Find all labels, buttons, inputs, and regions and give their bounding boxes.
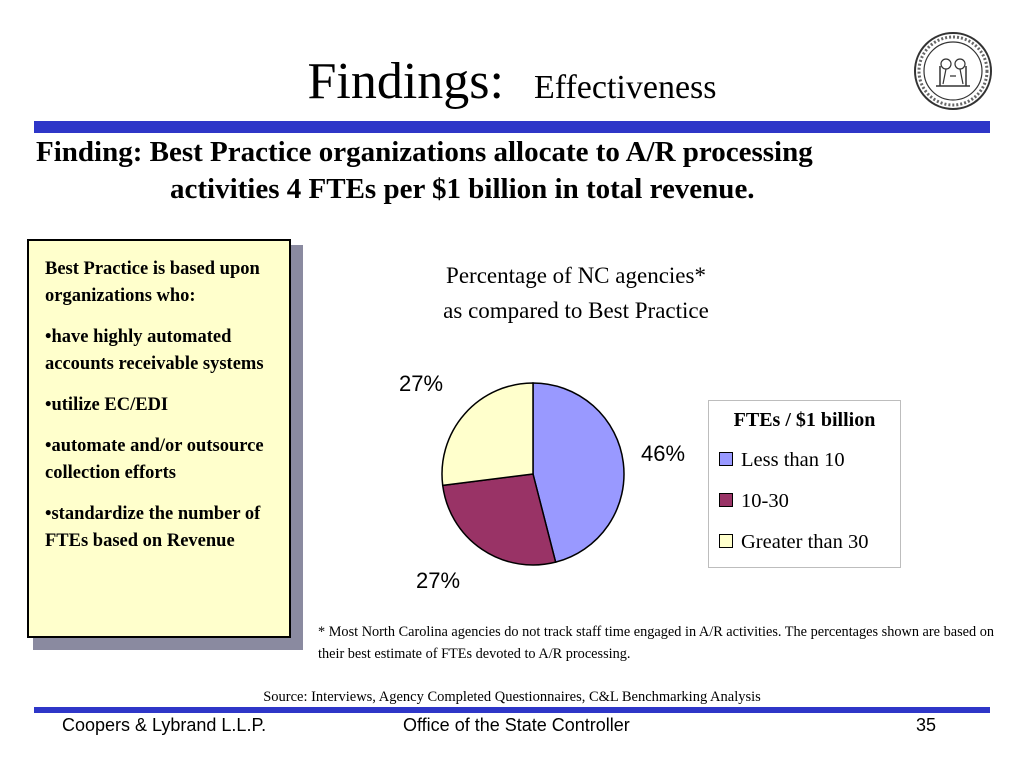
legend-swatch bbox=[719, 452, 733, 467]
slice-percent-label: 46% bbox=[641, 441, 685, 466]
page-number: 35 bbox=[916, 715, 937, 735]
title-main: Findings: bbox=[307, 53, 504, 110]
legend-label: Greater than 30 bbox=[741, 531, 869, 553]
chart-title-line: Percentage of NC agencies* bbox=[446, 263, 706, 288]
slide-title: Findings: Effectiveness bbox=[0, 52, 1024, 111]
footnote: * Most North Carolina agencies do not tr… bbox=[318, 624, 995, 662]
finding-statement: Finding: Best Practice organizations all… bbox=[36, 134, 996, 208]
legend-item: Greater than 30 bbox=[719, 531, 869, 554]
footer-rule bbox=[34, 707, 990, 713]
chart-title-line: as compared to Best Practice bbox=[443, 298, 709, 323]
title-sub: Effectiveness bbox=[533, 69, 717, 106]
header-rule bbox=[34, 121, 990, 133]
finding-line-1: Finding: Best Practice organizations all… bbox=[36, 136, 813, 168]
chart-legend: FTEs / $1 billion Less than 10 10-30 Gre… bbox=[708, 400, 901, 568]
footer-company: Coopers & Lybrand L.L.P. bbox=[62, 715, 267, 735]
box-bullet: •utilize EC/EDI bbox=[45, 395, 169, 415]
slice-percent-label: 27% bbox=[399, 371, 443, 396]
legend-swatch bbox=[719, 534, 733, 549]
box-intro: Best Practice is based upon organization… bbox=[45, 259, 260, 306]
legend-label: Less than 10 bbox=[741, 449, 845, 471]
box-bullet: •automate and/or outsource collection ef… bbox=[45, 436, 264, 483]
box-bullet: •have highly automated accounts receivab… bbox=[45, 327, 264, 374]
legend-label: 10-30 bbox=[741, 490, 789, 512]
slice-percent-label: 27% bbox=[416, 568, 460, 593]
box-bullet: •standardize the number of FTEs based on… bbox=[45, 504, 261, 551]
finding-line-2: activities 4 FTEs per $1 billion in tota… bbox=[170, 173, 755, 205]
legend-item: 10-30 bbox=[719, 490, 789, 513]
best-practice-box: Best Practice is based upon organization… bbox=[27, 239, 291, 638]
pie-slice bbox=[532, 382, 625, 564]
source-note: Source: Interviews, Agency Completed Que… bbox=[263, 689, 761, 705]
legend-item: Less than 10 bbox=[719, 449, 845, 472]
legend-title: FTEs / $1 billion bbox=[733, 409, 876, 431]
chart-title: Percentage of NC agencies* as compared t… bbox=[400, 258, 752, 328]
state-seal-icon bbox=[914, 32, 992, 110]
legend-swatch bbox=[719, 493, 733, 508]
pie-slice bbox=[441, 382, 534, 487]
footer-office: Office of the State Controller bbox=[403, 715, 630, 735]
pie-slice bbox=[441, 473, 557, 566]
